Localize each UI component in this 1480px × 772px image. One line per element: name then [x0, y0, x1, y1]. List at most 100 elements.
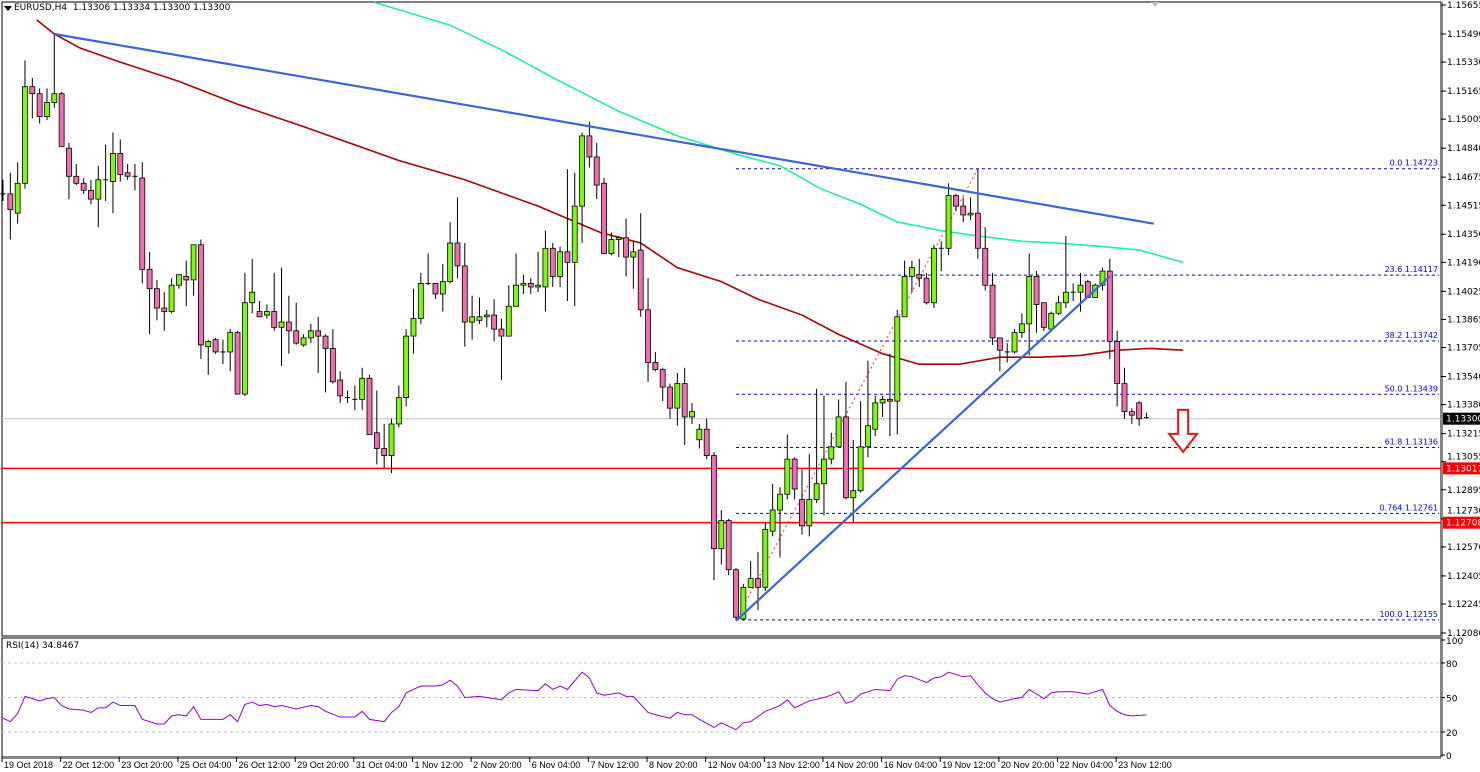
- rsi-panel-frame: [1, 637, 1442, 758]
- candle-bear: [139, 177, 146, 270]
- price-tick-label: 1.14515: [1447, 201, 1480, 211]
- candle-bear: [982, 247, 989, 286]
- candle-bear: [564, 251, 571, 263]
- candle-bull: [1099, 270, 1106, 286]
- price-tick-label: 1.14675: [1447, 173, 1480, 183]
- candle-bear: [799, 499, 805, 527]
- candle-bull: [1055, 302, 1062, 314]
- candle-bear: [373, 432, 380, 449]
- candle-bear: [271, 311, 278, 328]
- time-tick-label: 22 Nov 04:00: [1060, 760, 1114, 770]
- price-tick-label: 1.13055: [1447, 452, 1480, 462]
- candle-bull: [410, 318, 417, 337]
- chart-menu-triangle-icon[interactable]: [4, 6, 12, 11]
- price-tick-label: 1.12730: [1447, 507, 1480, 517]
- candle-bear: [88, 189, 94, 200]
- candle-bear: [80, 182, 87, 191]
- candle-bear: [212, 339, 219, 353]
- candle-bull: [857, 446, 864, 492]
- candle-bear: [1136, 402, 1143, 420]
- ohlc-readout: 1.13306 1.13334 1.13300 1.13300: [72, 3, 231, 13]
- candle-bear: [527, 283, 534, 288]
- candle-bull: [674, 383, 681, 409]
- candle-bear: [725, 520, 732, 571]
- candle-bull: [359, 377, 366, 400]
- candle-bull: [51, 93, 58, 103]
- candle-bear: [549, 247, 556, 277]
- candle-bear: [703, 428, 710, 456]
- candle-bear: [293, 330, 300, 344]
- candle-bull: [630, 251, 637, 258]
- rsi-tick-label: 80: [1446, 660, 1458, 670]
- candle-bear: [322, 335, 329, 349]
- candle-bear: [923, 277, 930, 304]
- candle-bull: [241, 302, 248, 395]
- time-tick-label: 29 Oct 20:00: [297, 760, 349, 770]
- candle-bear: [586, 135, 593, 158]
- candle-bull: [403, 335, 410, 399]
- candle-bear: [36, 93, 43, 117]
- candle-bear: [645, 309, 651, 363]
- candle-bull: [249, 291, 256, 304]
- time-tick-label: 1 Nov 12:00: [414, 760, 463, 770]
- candle-bear: [1033, 276, 1040, 305]
- candle-bear: [593, 156, 600, 186]
- price-tick-label: 1.12570: [1447, 543, 1480, 553]
- time-tick-label: 8 Nov 20:00: [649, 760, 698, 770]
- candle-bear: [329, 348, 336, 383]
- candle-bull: [1018, 323, 1025, 334]
- price-tick-label: 1.15490: [1447, 30, 1480, 40]
- fib-level-label: 100.0 1.12155: [1379, 610, 1438, 619]
- candle-bull: [777, 493, 783, 511]
- price-tick-label: 1.14840: [1447, 144, 1480, 154]
- rsi-tick-label: 100: [1446, 637, 1463, 647]
- candle-bear: [161, 307, 168, 312]
- price-tick-label: 1.13540: [1447, 373, 1480, 383]
- candle-bear: [1106, 270, 1113, 342]
- candle-bull: [14, 182, 21, 214]
- time-tick-label: 7 Nov 12:00: [590, 760, 639, 770]
- candle-bull: [520, 283, 527, 286]
- candle-bear: [667, 386, 673, 409]
- candle-bull: [747, 578, 754, 588]
- candle-bull: [615, 237, 622, 240]
- trendline: [54, 32, 1154, 225]
- price-tick-label: 1.14190: [1447, 258, 1480, 268]
- candle-bull: [762, 528, 769, 588]
- candle-bear: [996, 337, 1003, 351]
- candle-bull: [417, 283, 424, 319]
- candle-bull: [168, 284, 175, 312]
- time-tick-label: 14 Nov 20:00: [825, 760, 879, 770]
- candle-bear: [154, 288, 160, 309]
- time-tick-label: 22 Oct 12:00: [63, 760, 115, 770]
- candle-bear: [1040, 302, 1047, 328]
- candle-bull: [689, 411, 695, 418]
- candle-bull: [505, 305, 512, 337]
- candle-bear: [73, 175, 80, 184]
- candle-bull: [828, 446, 835, 460]
- fib-level-label: 23.6 1.14117: [1385, 265, 1438, 274]
- candle-bull: [535, 284, 541, 288]
- candle-bear: [198, 244, 204, 346]
- price-marker-box: [1443, 462, 1480, 475]
- candle-bull: [439, 281, 446, 295]
- candle-bear: [755, 578, 761, 588]
- time-tick-label: 26 Oct 12:00: [239, 760, 291, 770]
- price-tick-label: 1.15005: [1447, 115, 1480, 125]
- candle-bull: [821, 458, 827, 485]
- time-tick-label: 20 Nov 20:00: [1001, 760, 1055, 770]
- price-marker-label: 1.13017: [1446, 464, 1480, 474]
- moving-average-line: [36, 19, 1184, 366]
- candle-bear: [146, 268, 153, 290]
- candle-bear: [498, 328, 505, 337]
- time-tick-label: 31 Oct 04:00: [356, 760, 408, 770]
- candle-bull: [1062, 291, 1069, 304]
- price-tick-label: 1.12080: [1447, 629, 1480, 639]
- chart-title: EURUSD,H4 1.13306 1.13334 1.13300 1.1330…: [14, 3, 230, 13]
- price-tick-label: 1.12245: [1447, 600, 1480, 610]
- time-tick-label: 2 Nov 20:00: [473, 760, 522, 770]
- candle-bear: [711, 455, 717, 550]
- candle-bear: [183, 276, 190, 281]
- candle-bull: [542, 247, 549, 288]
